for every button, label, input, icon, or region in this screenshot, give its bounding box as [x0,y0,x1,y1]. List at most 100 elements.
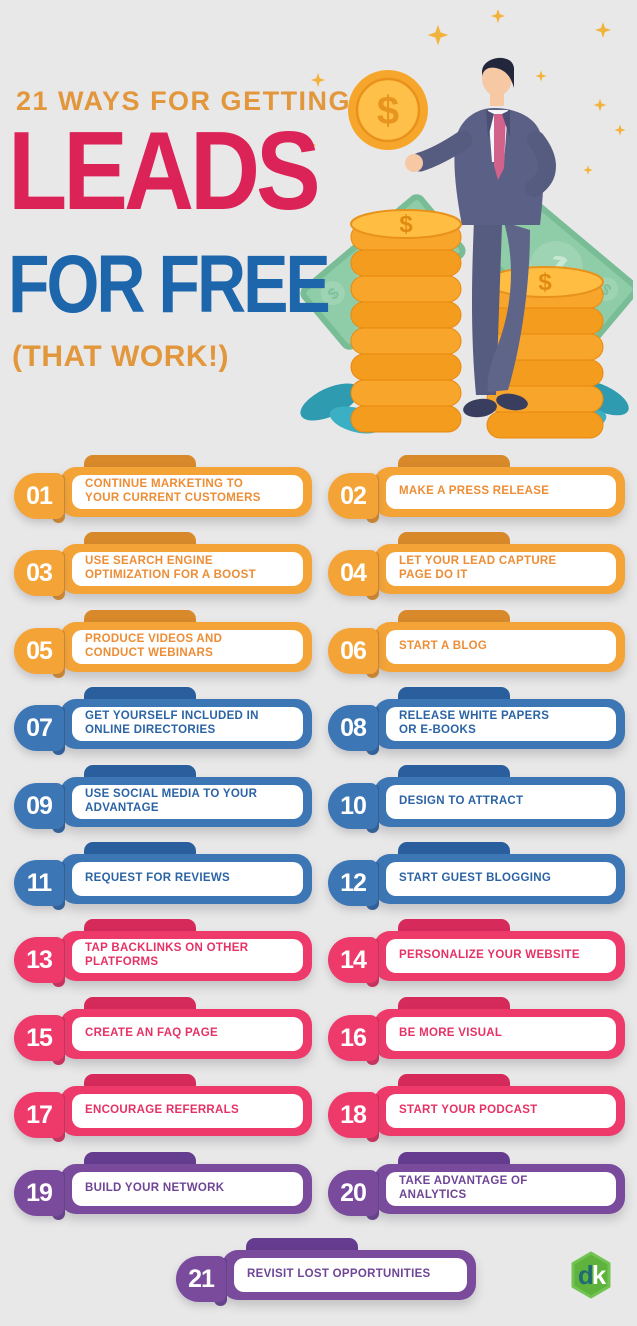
brand-hexagon [571,1251,611,1299]
item-number-badge: 09 [14,783,64,829]
list-item: RELEASE WHITE PAPERS OR E-BOOKS 08 [328,687,625,759]
list-item: USE SOCIAL MEDIA TO YOUR ADVANTAGE 09 [14,765,312,837]
item-label: USE SOCIAL MEDIA TO YOUR ADVANTAGE [85,788,258,814]
item-label: REQUEST FOR REVIEWS [85,872,230,885]
item-number-badge: 06 [328,628,378,674]
dollar-coin-icon: $ [348,70,428,150]
svg-text:$: $ [377,89,399,133]
item-banner: RELEASE WHITE PAPERS OR E-BOOKS [374,699,625,749]
item-number: 20 [340,1178,367,1207]
item-banner: GET YOURSELF INCLUDED IN ONLINE DIRECTOR… [60,699,312,749]
list-item: BE MORE VISUAL 16 [328,997,625,1069]
item-number-badge: 21 [176,1256,226,1302]
item-banner: MAKE A PRESS RELEASE [374,467,625,517]
item-text-panel: REVISIT LOST OPPORTUNITIES [234,1258,467,1292]
item-number-badge: 08 [328,705,378,751]
item-number-badge: 05 [14,628,64,674]
item-label: TAP BACKLINKS ON OTHER PLATFORMS [85,942,249,968]
item-text-panel: BE MORE VISUAL [386,1017,616,1051]
item-number: 06 [340,636,367,665]
page-title-for-free: FOR FREE [8,238,331,330]
item-label: CREATE AN FAQ PAGE [85,1027,218,1040]
item-label: START YOUR PODCAST [399,1104,538,1117]
item-number: 09 [26,791,53,820]
item-text-panel: PERSONALIZE YOUR WEBSITE [386,939,616,973]
item-text-panel: LET YOUR LEAD CAPTURE PAGE DO IT [386,552,616,586]
list-item: CREATE AN FAQ PAGE 15 [14,997,312,1069]
list-item: REVISIT LOST OPPORTUNITIES 21 [176,1238,476,1310]
item-number-badge: 15 [14,1015,64,1061]
list-item: PERSONALIZE YOUR WEBSITE 14 [328,919,625,991]
list-item: PRODUCE VIDEOS AND CONDUCT WEBINARS 05 [14,610,312,682]
list-item: LET YOUR LEAD CAPTURE PAGE DO IT 04 [328,532,625,604]
list-item: USE SEARCH ENGINE OPTIMIZATION FOR A BOO… [14,532,312,604]
item-banner: ENCOURAGE REFERRALS [60,1086,312,1136]
item-label: RELEASE WHITE PAPERS OR E-BOOKS [399,710,550,736]
item-number: 03 [26,558,53,587]
hero-illustration: 1 $ 1 $ $ $ [300,10,633,439]
item-banner: BE MORE VISUAL [374,1009,625,1059]
list-item: DESIGN TO ATTRACT 10 [328,765,625,837]
item-label: START A BLOG [399,640,488,653]
item-number: 21 [188,1264,215,1293]
item-number-badge: 03 [14,550,64,596]
list-item: MAKE A PRESS RELEASE 02 [328,455,625,527]
item-label: CONTINUE MARKETING TO YOUR CURRENT CUSTO… [85,478,261,504]
item-number-badge: 02 [328,473,378,519]
item-text-panel: TAKE ADVANTAGE OF ANALYTICS [386,1172,616,1206]
item-number: 04 [340,558,367,587]
item-text-panel: START GUEST BLOGGING [386,862,616,896]
item-number: 11 [26,868,52,897]
header-subtitle: (THAT WORK!) [12,340,230,373]
item-label: MAKE A PRESS RELEASE [399,485,550,498]
item-label: ENCOURAGE REFERRALS [85,1104,239,1117]
item-text-panel: START A BLOG [386,630,616,664]
coin-stack-icon: $ $ [350,209,604,439]
item-text-panel: USE SOCIAL MEDIA TO YOUR ADVANTAGE [72,785,303,819]
list-item: ENCOURAGE REFERRALS 17 [14,1074,312,1146]
item-number-badge: 14 [328,937,378,983]
item-number-badge: 16 [328,1015,378,1061]
brand-letters: dk [578,1260,607,1290]
item-text-panel: ENCOURAGE REFERRALS [72,1094,303,1128]
header-kicker: 21 WAYS FOR GETTING [16,86,352,116]
item-number: 13 [26,945,53,974]
list-item: BUILD YOUR NETWORK 19 [14,1152,312,1224]
item-banner: TAKE ADVANTAGE OF ANALYTICS [374,1164,625,1214]
list-item: TAP BACKLINKS ON OTHER PLATFORMS 13 [14,919,312,991]
item-banner: USE SEARCH ENGINE OPTIMIZATION FOR A BOO… [60,544,312,594]
item-banner: START A BLOG [374,622,625,672]
item-text-panel: PRODUCE VIDEOS AND CONDUCT WEBINARS [72,630,303,664]
item-text-panel: CREATE AN FAQ PAGE [72,1017,303,1051]
item-number: 10 [340,791,367,820]
item-banner: TAP BACKLINKS ON OTHER PLATFORMS [60,931,312,981]
item-banner: START GUEST BLOGGING [374,854,625,904]
item-number-badge: 04 [328,550,378,596]
item-text-panel: START YOUR PODCAST [386,1094,616,1128]
item-number: 17 [26,1100,53,1129]
item-number-badge: 12 [328,860,378,906]
item-number-badge: 17 [14,1092,64,1138]
item-banner: REVISIT LOST OPPORTUNITIES [222,1250,476,1300]
svg-text:$: $ [399,211,413,238]
item-text-panel: BUILD YOUR NETWORK [72,1172,303,1206]
svg-text:$: $ [538,269,552,296]
item-number: 18 [340,1100,367,1129]
item-banner: START YOUR PODCAST [374,1086,625,1136]
list-item: REQUEST FOR REVIEWS 11 [14,842,312,914]
item-label: REVISIT LOST OPPORTUNITIES [247,1268,431,1281]
item-text-panel: DESIGN TO ATTRACT [386,785,616,819]
item-number: 19 [26,1178,53,1207]
item-label: PERSONALIZE YOUR WEBSITE [399,949,580,962]
list-item: START A BLOG 06 [328,610,625,682]
item-number-badge: 20 [328,1170,378,1216]
item-number-badge: 19 [14,1170,64,1216]
sparkle-icon [303,10,626,175]
item-number: 08 [340,713,367,742]
item-label: TAKE ADVANTAGE OF ANALYTICS [399,1175,528,1201]
item-label: GET YOURSELF INCLUDED IN ONLINE DIRECTOR… [85,710,259,736]
item-text-panel: USE SEARCH ENGINE OPTIMIZATION FOR A BOO… [72,552,303,586]
item-label: BUILD YOUR NETWORK [85,1182,225,1195]
item-number-badge: 11 [14,860,64,906]
item-label: LET YOUR LEAD CAPTURE PAGE DO IT [399,555,557,581]
